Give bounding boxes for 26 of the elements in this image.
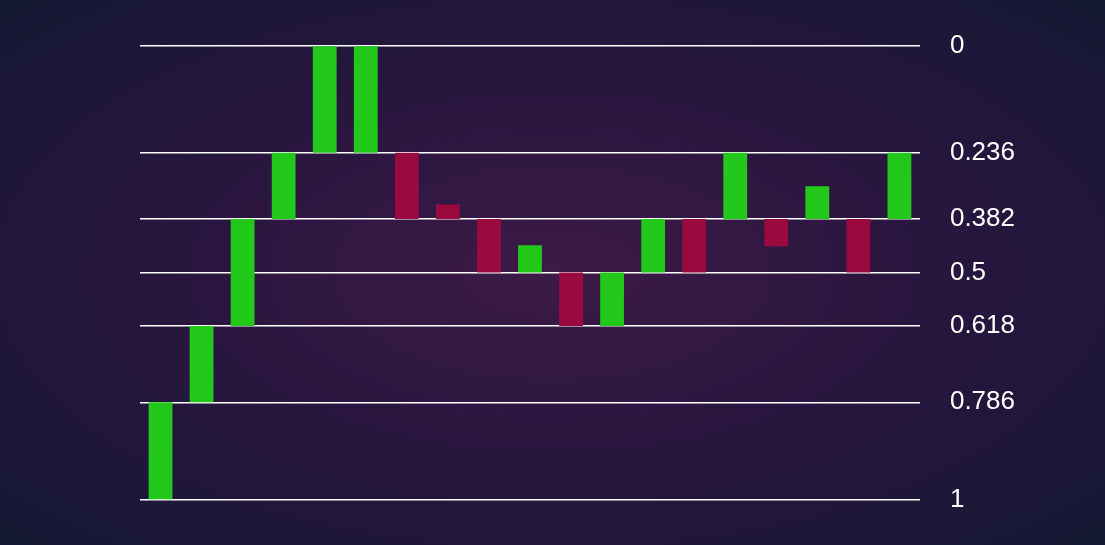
bar — [148, 402, 173, 500]
y-tick-label: 0 — [949, 28, 965, 59]
bar — [271, 152, 296, 219]
bar — [518, 245, 542, 273]
y-tick-label: 0.382 — [949, 202, 1016, 233]
bar — [189, 326, 214, 403]
bar — [477, 218, 501, 273]
bar — [764, 218, 789, 247]
y-tick-label: 0.786 — [949, 385, 1016, 416]
bar — [887, 152, 912, 219]
bar — [435, 204, 460, 219]
bar — [682, 218, 707, 273]
y-tick-label: 0.236 — [949, 135, 1016, 166]
bar — [230, 218, 255, 327]
y-tick-label: 0.5 — [949, 255, 987, 286]
bar — [641, 218, 666, 273]
bar — [846, 218, 871, 273]
bar — [312, 46, 337, 153]
y-tick-label: 0.618 — [949, 309, 1016, 340]
bar — [600, 272, 624, 327]
bar — [723, 152, 748, 219]
y-tick-label: 1 — [949, 482, 965, 513]
bar — [805, 186, 830, 219]
bar — [559, 272, 583, 327]
bar — [353, 46, 378, 153]
bar — [394, 152, 419, 219]
